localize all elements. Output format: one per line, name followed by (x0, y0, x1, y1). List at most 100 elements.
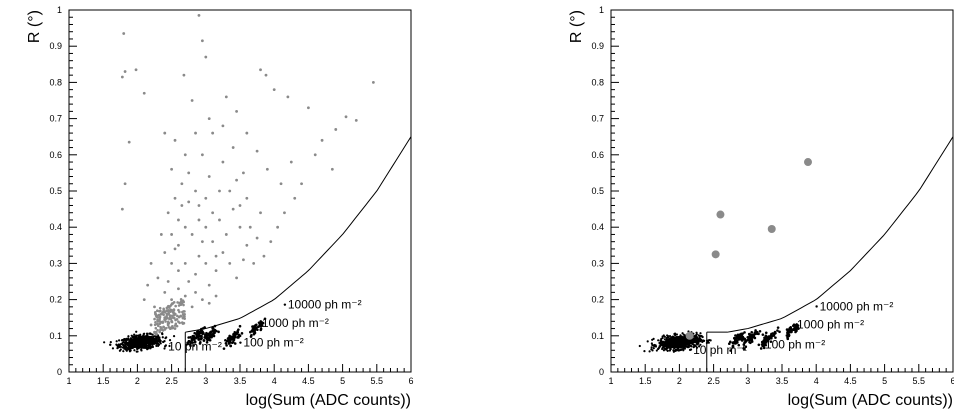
background-event-point (182, 303, 185, 307)
background-event-point (204, 262, 208, 265)
y-tick-label: 0.4 (49, 222, 62, 232)
simulated-event-point (743, 331, 746, 334)
simulated-event-point (115, 343, 118, 346)
simulated-event-point (671, 343, 675, 346)
background-event-point (183, 153, 187, 157)
simulated-event-point (191, 334, 195, 338)
background-event-point (175, 317, 179, 321)
x-axis-title: log(Sum (ADC counts)) (246, 392, 411, 409)
background-event-point (179, 297, 183, 301)
simulated-event-point (698, 345, 701, 348)
background-event-point (173, 316, 176, 320)
simulated-event-point (667, 338, 670, 341)
background-event-point (149, 323, 153, 327)
annotation-marker (239, 341, 242, 344)
y-tick-label: 0.2 (49, 295, 62, 305)
background-event-point (218, 218, 221, 222)
background-event-point (235, 109, 238, 113)
background-event-point (170, 167, 174, 171)
x-tick-label: 2 (677, 376, 682, 386)
background-event-point (245, 243, 249, 247)
background-event-point (214, 269, 218, 273)
simulated-event-point (129, 346, 133, 349)
background-event-point-large (803, 158, 812, 167)
simulated-event-point (655, 349, 658, 352)
simulated-event-point (234, 332, 237, 336)
simulated-event-point (212, 330, 216, 333)
x-tick-label: 1 (66, 376, 71, 386)
simulated-event-point (147, 346, 150, 349)
simulated-event-point (208, 338, 212, 342)
simulated-event-point (662, 349, 666, 352)
simulated-event-point (205, 337, 209, 340)
x-tick-label: 4.5 (302, 376, 315, 386)
flux-annotation: 10 ph m⁻² (693, 343, 747, 357)
simulated-event-point (669, 340, 673, 343)
simulated-event-point (731, 341, 735, 344)
simulated-event-point (693, 335, 696, 338)
simulated-event-point (661, 344, 664, 347)
simulated-event-point (254, 326, 257, 330)
background-event-point (313, 153, 317, 157)
background-event-point (231, 207, 235, 211)
background-event-point (221, 124, 225, 128)
x-tick-label: 2.5 (707, 376, 720, 386)
simulated-event-point (217, 330, 220, 334)
background-event-point (149, 262, 153, 265)
simulated-event-point (761, 333, 765, 336)
simulated-event-point (130, 334, 133, 337)
x-tick-label: 3.5 (234, 376, 247, 386)
simulated-event-point (682, 333, 685, 336)
background-event-point (174, 304, 177, 308)
simulated-event-point (149, 332, 152, 335)
simulated-event-point (795, 323, 798, 326)
simulated-event-point (673, 332, 676, 336)
simulated-event-point (225, 344, 228, 347)
annotation-marker (283, 303, 287, 306)
simulated-event-point (707, 341, 710, 344)
simulated-event-point (147, 344, 150, 347)
background-event-point (166, 309, 170, 313)
simulated-event-point (238, 324, 242, 328)
y-axis-title: R (°) (26, 10, 43, 43)
background-event-point (238, 204, 242, 207)
simulated-event-point (638, 344, 641, 348)
background-event-point (190, 305, 194, 309)
simulated-event-point (672, 345, 675, 348)
background-event-point (245, 131, 249, 135)
background-event-point (167, 321, 171, 325)
simulated-event-point (198, 342, 202, 345)
simulated-event-point (190, 337, 194, 341)
background-event-point (173, 327, 177, 330)
simulated-event-point (256, 328, 259, 332)
simulated-event-point (138, 334, 141, 338)
background-event-point (228, 189, 232, 193)
background-event-point (154, 320, 157, 324)
simulated-event-point (249, 335, 253, 338)
simulated-event-point (140, 349, 143, 352)
simulated-event-point (135, 343, 139, 347)
background-event-point (224, 233, 228, 236)
simulated-event-point (153, 338, 157, 342)
simulated-event-point (118, 349, 121, 352)
simulated-event-point (762, 346, 766, 350)
simulated-event-point (776, 329, 779, 332)
simulated-event-point (205, 341, 209, 344)
simulated-event-point (187, 336, 190, 339)
x-tick-label: 4 (814, 376, 819, 386)
background-event-point (182, 73, 186, 77)
simulated-event-point (754, 332, 757, 336)
simulated-event-point (135, 330, 138, 333)
background-event-point (334, 128, 338, 131)
simulated-event-point (677, 347, 680, 350)
simulated-event-point (233, 335, 237, 339)
simulated-event-point (741, 332, 744, 335)
simulated-event-point (669, 347, 672, 351)
background-event-point (183, 294, 187, 298)
simulated-event-point (109, 340, 112, 344)
simulated-event-point (737, 343, 741, 347)
simulated-event-point (202, 331, 205, 335)
background-event-point (286, 95, 290, 99)
background-event-point (320, 138, 324, 142)
background-event-point (164, 317, 168, 320)
